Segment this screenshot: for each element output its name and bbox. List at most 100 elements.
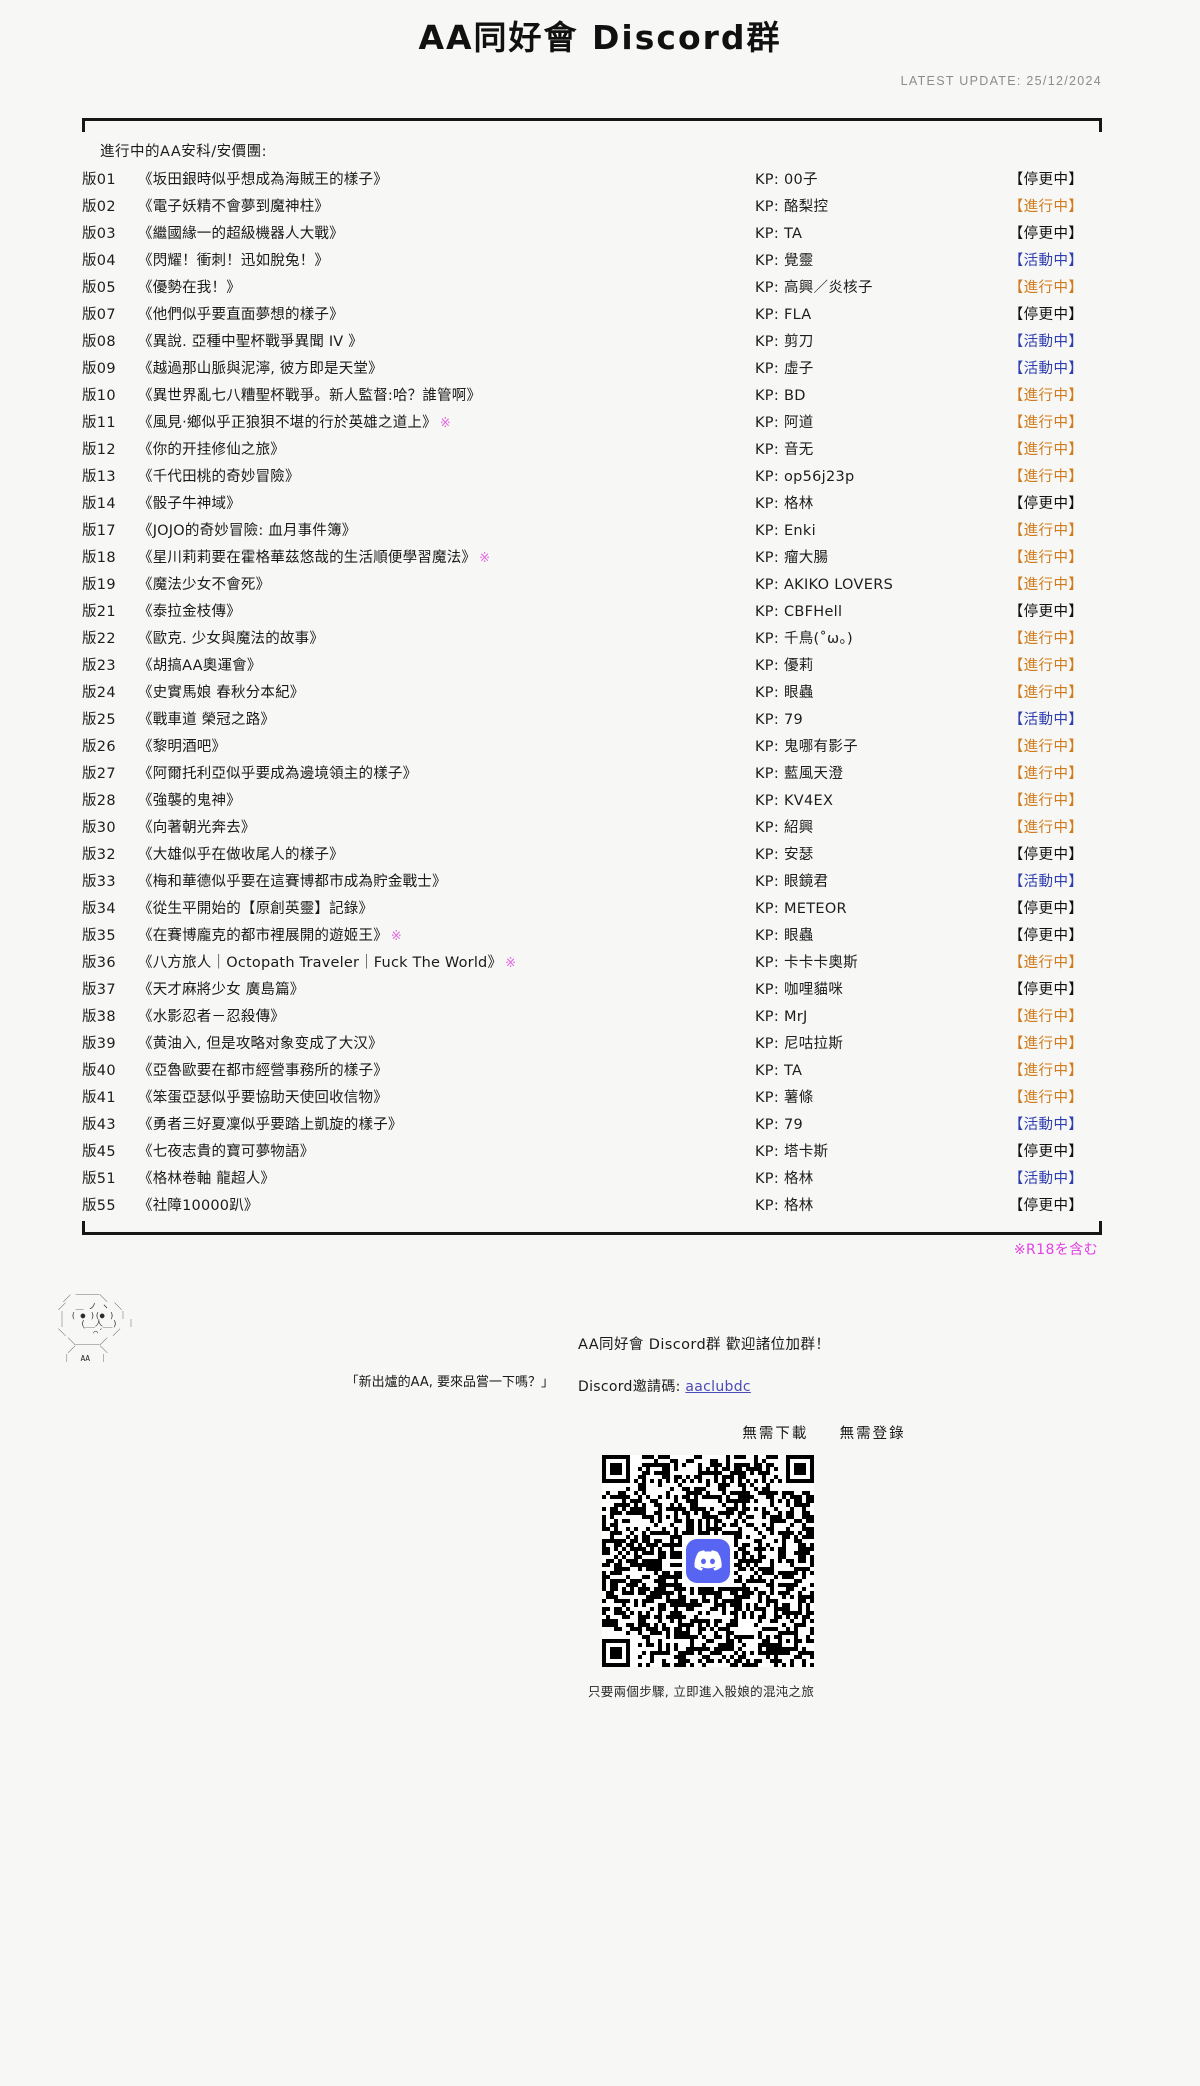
row-status-badge: 【進行中】 <box>1008 577 1084 594</box>
row-status-badge: 【活動中】 <box>1008 1117 1084 1134</box>
table-row: 版08 《異說. 亞種中聖杯戰爭異聞 IV 》 KP: 剪刀 【活動中】 <box>82 330 1102 357</box>
row-title: 《電子妖精不會夢到魔神柱》 <box>138 195 755 222</box>
row-status-badge: 【進行中】 <box>1008 388 1084 405</box>
row-title-text: 《強襲的鬼神》 <box>138 793 241 810</box>
row-status-badge: 【進行中】 <box>1008 442 1084 459</box>
row-title: 《異世界亂七八糟聖杯戰爭。新人監督:哈？誰管啊》 <box>138 384 755 411</box>
row-version: 版18 <box>82 550 116 567</box>
row-title-text: 《社障10000趴》 <box>138 1198 259 1215</box>
row-kp: KP: 覺靈 <box>755 253 814 270</box>
row-version: 版35 <box>82 928 116 945</box>
row-title: 《越過那山脈與泥濘, 彼方即是天堂》 <box>138 357 755 384</box>
row-title-text: 《星川莉莉要在霍格華茲悠哉的生活順便學習魔法》 <box>138 550 477 567</box>
table-row: 版34 《從生平開始的【原創英靈】記錄》 KP: METEOR 【停更中】 <box>82 897 1102 924</box>
row-title: 《繼國緣一的超級機器人大戰》 <box>138 222 755 249</box>
row-title-text: 《胡搞AA奧運會》 <box>138 658 262 675</box>
row-title-text: 《笨蛋亞瑟似乎要協助天使回收信物》 <box>138 1090 388 1107</box>
section-heading: 進行中的AA安科/安價團: <box>100 143 268 160</box>
row-status-badge: 【停更中】 <box>1008 307 1084 324</box>
row-kp: KP: 眼蟲 <box>755 928 814 945</box>
row-version: 版12 <box>82 442 116 459</box>
row-title-text: 《在賽博龐克的都市裡展開的遊姬王》 <box>138 928 388 945</box>
table-row: 版01 《坂田銀時似乎想成為海賊王的樣子》 KP: 00子 【停更中】 <box>82 168 1102 195</box>
row-kp: KP: 酪梨控 <box>755 199 829 216</box>
row-title: 《泰拉金枝傳》 <box>138 600 755 627</box>
table-row: 版38 《水影忍者－忍殺傳》 KP: MrJ 【進行中】 <box>82 1005 1102 1032</box>
row-version: 版02 <box>82 199 116 216</box>
row-kp: KP: 藍風天澄 <box>755 766 844 783</box>
row-kp: KP: 79 <box>755 1117 803 1134</box>
row-title: 《黎明酒吧》 <box>138 735 755 762</box>
discord-qr-code[interactable] <box>602 1454 814 1667</box>
table-row: 版18 《星川莉莉要在霍格華茲悠哉的生活順便學習魔法》 ※ KP: 瘤大腸 【進行中】 <box>82 546 1102 573</box>
table-row: 版32 《大雄似乎在做收尾人的樣子》 KP: 安瑟 【停更中】 <box>82 843 1102 870</box>
table-row: 版09 《越過那山脈與泥濘, 彼方即是天堂》 KP: 虛子 【活動中】 <box>82 357 1102 384</box>
discord-invite-code-link[interactable]: aaclubdc <box>685 1378 751 1395</box>
row-title: 《梅和華德似乎要在這賽博都市成為貯金戰士》 <box>138 870 755 897</box>
table-row: 版24 《史實馬娘 春秋分本紀》 KP: 眼蟲 【進行中】 <box>82 681 1102 708</box>
row-title: 《黄油入, 但是攻略对象变成了大汉》 <box>138 1032 755 1059</box>
row-status-badge: 【進行中】 <box>1008 415 1084 432</box>
row-version: 版24 <box>82 685 116 702</box>
table-row: 版23 《胡搞AA奧運會》 KP: 優莉 【進行中】 <box>82 654 1102 681</box>
row-version: 版36 <box>82 955 116 972</box>
row-status-badge: 【進行中】 <box>1008 739 1084 756</box>
row-kp: KP: TA <box>755 1063 803 1080</box>
row-kp: KP: 剪刀 <box>755 334 814 351</box>
row-title-text: 《黄油入, 但是攻略对象变成了大汉》 <box>138 1036 383 1053</box>
row-version: 版09 <box>82 361 116 378</box>
row-version: 版37 <box>82 982 116 999</box>
discord-welcome-text: AA同好會 Discord群 歡迎諸位加群！ <box>578 1336 831 1353</box>
row-title-text: 《歐克. 少女與魔法的故事》 <box>138 631 325 648</box>
table-row: 版41 《笨蛋亞瑟似乎要協助天使回收信物》 KP: 薯條 【進行中】 <box>82 1086 1102 1113</box>
row-title-text: 《你的开挂修仙之旅》 <box>138 442 285 459</box>
table-row: 版14 《骰子牛神域》 KP: 格林 【停更中】 <box>82 492 1102 519</box>
row-title: 《亞魯歐要在都市經營事務所的樣子》 <box>138 1059 755 1086</box>
row-kp: KP: 阿道 <box>755 415 814 432</box>
row-status-badge: 【活動中】 <box>1008 874 1084 891</box>
row-status-badge: 【進行中】 <box>1008 1063 1084 1080</box>
row-version: 版32 <box>82 847 116 864</box>
table-row: 版02 《電子妖精不會夢到魔神柱》 KP: 酪梨控 【進行中】 <box>82 195 1102 222</box>
row-title: 《強襲的鬼神》 <box>138 789 755 816</box>
row-title-text: 《泰拉金枝傳》 <box>138 604 241 621</box>
row-version: 版19 <box>82 577 116 594</box>
row-kp: KP: FLA <box>755 307 812 324</box>
row-kp: KP: 高興／炎核子 <box>755 280 873 297</box>
row-kp: KP: 千鳥(˚ω。) <box>755 631 854 648</box>
row-title-text: 《閃耀！衝刺！迅如脫兔！》 <box>138 253 330 270</box>
row-kp: KP: Enki <box>755 523 816 540</box>
row-version: 版27 <box>82 766 116 783</box>
row-status-badge: 【停更中】 <box>1008 1144 1084 1161</box>
row-title: 《水影忍者－忍殺傳》 <box>138 1005 755 1032</box>
listing-panel: 進行中的AA安科/安價團: 版01 《坂田銀時似乎想成為海賊王的樣子》 KP: 00… <box>82 96 1102 1235</box>
footer-tagline: 只要兩個步驟, 立即進入骰娘的混沌之旅 <box>588 1683 815 1699</box>
row-title: 《風見‧鄉似乎正狼狽不堪的行於英雄之道上》 ※ <box>138 411 755 438</box>
row-title-text: 《水影忍者－忍殺傳》 <box>138 1009 285 1026</box>
row-title-text: 《魔法少女不會死》 <box>138 577 271 594</box>
row-title-text: 《異說. 亞種中聖杯戰爭異聞 IV 》 <box>138 334 363 351</box>
row-status-badge: 【進行中】 <box>1008 280 1084 297</box>
discord-info-column: AA同好會 Discord群 歡迎諸位加群！ Discord邀請碼: aaclu… <box>560 1287 1160 1700</box>
row-kp: KP: TA <box>755 226 803 243</box>
row-version: 版41 <box>82 1090 116 1107</box>
row-status-badge: 【活動中】 <box>1008 253 1084 270</box>
row-version: 版11 <box>82 415 116 432</box>
row-title: 《優勢在我！》 <box>138 276 755 303</box>
row-title: 《歐克. 少女與魔法的故事》 <box>138 627 755 654</box>
row-title-text: 《天才麻將少女 廣島篇》 <box>138 982 305 999</box>
table-row: 版05 《優勢在我！》 KP: 高興／炎核子 【進行中】 <box>82 276 1102 303</box>
row-version: 版04 <box>82 253 116 270</box>
row-version: 版22 <box>82 631 116 648</box>
row-status-badge: 【進行中】 <box>1008 766 1084 783</box>
r18-note: ※R18を含む <box>1013 1241 1098 1258</box>
row-title-text: 《七夜志貴的寶可夢物語》 <box>138 1144 315 1161</box>
row-version: 版01 <box>82 172 116 189</box>
latest-update-label: LATEST UPDATE: 25/12/2024 <box>900 73 1102 88</box>
row-version: 版43 <box>82 1117 116 1134</box>
row-kp: KP: 紹興 <box>755 820 814 837</box>
page-title: AA同好會 Discord群 <box>418 18 782 57</box>
row-status-badge: 【活動中】 <box>1008 361 1084 378</box>
row-title: 《向著朝光奔去》 <box>138 816 755 843</box>
row-title: 《他們似乎要直面夢想的樣子》 <box>138 303 755 330</box>
